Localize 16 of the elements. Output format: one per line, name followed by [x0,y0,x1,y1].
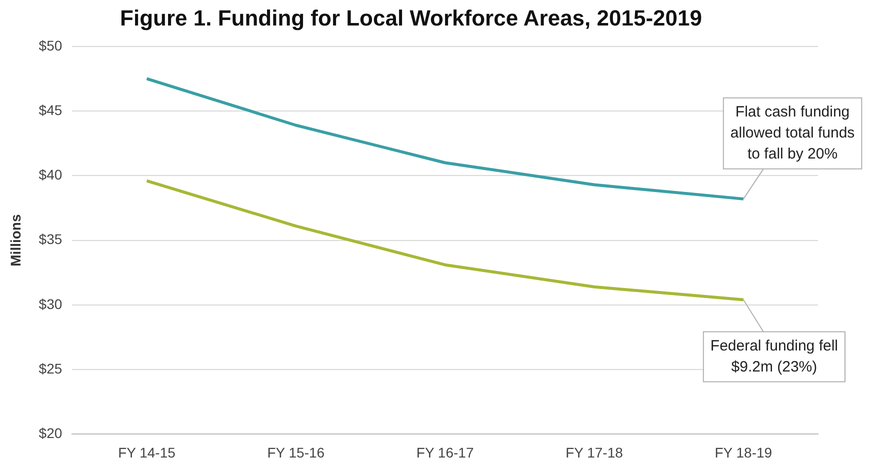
y-tick-label: $20 [38,425,62,442]
chart-title: Figure 1. Funding for Local Workforce Areas, 2015-2019 [120,5,702,30]
x-tick-label: FY 14-15 [118,444,176,460]
y-tick-label: $30 [38,296,62,312]
x-tick-label: FY 17-18 [566,444,624,460]
y-tick-label: $25 [38,360,62,376]
y-tick-label: $40 [38,166,62,183]
annotation: Flat cash funding allowed total funds to fall by 20% [730,104,855,163]
y-axis-title: Millions [7,214,24,266]
x-tick-label: FY 16-17 [416,444,474,460]
y-tick-label: $50 [38,37,62,54]
x-tick-label: FY 15-16 [267,444,325,460]
x-tick-label: FY 18-19 [714,444,772,460]
y-tick-label: $35 [38,231,62,248]
annotation: Federal funding fell $9.2m (23%) [710,337,838,376]
y-tick-label: $45 [38,102,62,118]
